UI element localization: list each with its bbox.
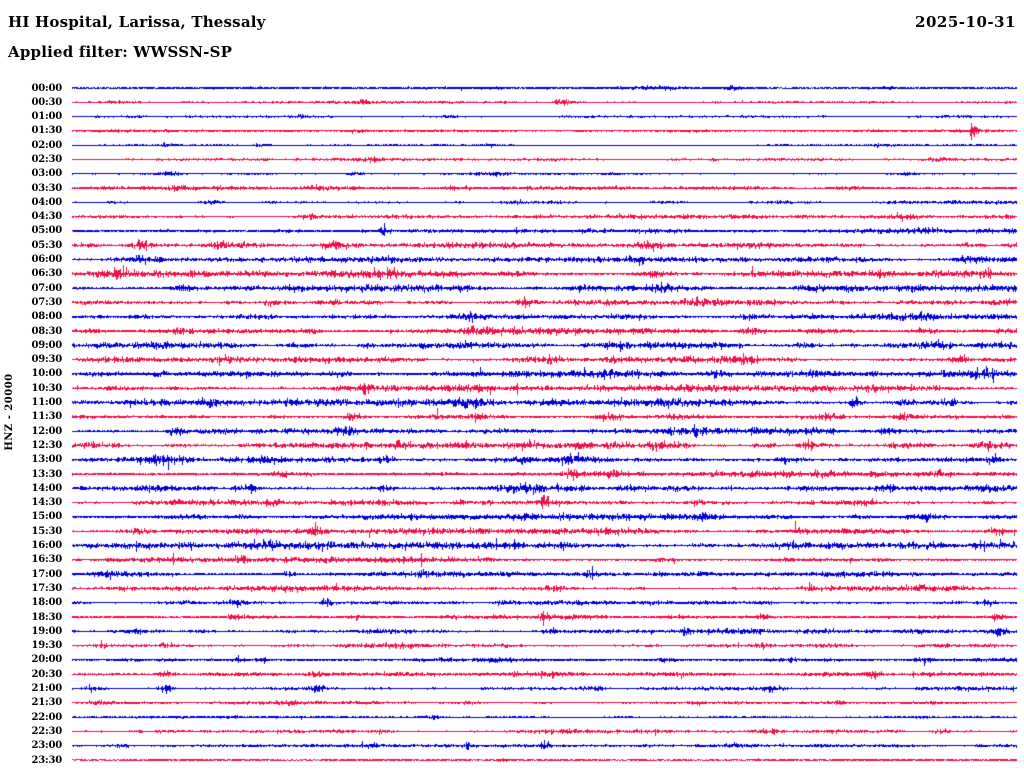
time-label: 15:00 [31,511,62,523]
time-label: 20:30 [31,668,62,680]
time-label: 02:30 [31,153,62,165]
time-label: 06:00 [31,254,62,266]
time-label: 06:30 [31,268,62,280]
time-label: 18:00 [31,597,62,609]
time-label: 14:00 [31,482,62,494]
time-label: 00:30 [31,96,62,108]
time-label: 22:30 [31,725,62,737]
time-label: 12:00 [31,425,62,437]
time-label: 21:30 [31,697,62,709]
time-label: 16:30 [31,554,62,566]
time-label: 21:00 [31,683,62,694]
time-label: 02:00 [31,139,62,151]
time-label: 13:30 [31,468,62,480]
time-label: 15:30 [31,525,62,537]
time-label: 23:00 [31,740,62,752]
time-label: 20:00 [31,654,62,666]
time-label: 09:00 [31,339,62,351]
time-label: 01:30 [31,125,62,137]
time-label: 12:30 [31,439,62,451]
time-label: 11:00 [31,397,62,409]
time-label: 08:00 [31,311,62,323]
time-label: 05:00 [31,225,62,237]
time-label: 03:30 [31,182,62,194]
time-label: 14:30 [31,497,62,509]
time-label: 22:00 [31,711,62,723]
time-label: 16:00 [31,540,62,552]
time-label: 04:30 [31,211,62,223]
time-label: 23:30 [31,754,62,766]
time-label: 03:00 [31,168,62,180]
time-label: 17:00 [31,568,62,580]
time-label: 04:00 [31,196,62,208]
time-label: 07:00 [31,282,62,294]
time-label: 00:00 [31,82,62,94]
time-label: 10:30 [31,382,62,394]
time-label: 19:00 [31,625,62,637]
time-label: 01:00 [31,111,62,123]
time-label: 09:30 [31,354,62,366]
time-label: 05:30 [31,239,62,251]
time-label: 07:30 [31,296,62,308]
time-label: 18:30 [31,611,62,623]
time-label: 13:00 [31,454,62,466]
time-label: 19:30 [31,640,62,652]
time-label: 10:00 [31,368,62,380]
time-label: 17:30 [31,582,62,594]
time-label: 08:30 [31,325,62,337]
time-label: 11:30 [31,411,62,423]
